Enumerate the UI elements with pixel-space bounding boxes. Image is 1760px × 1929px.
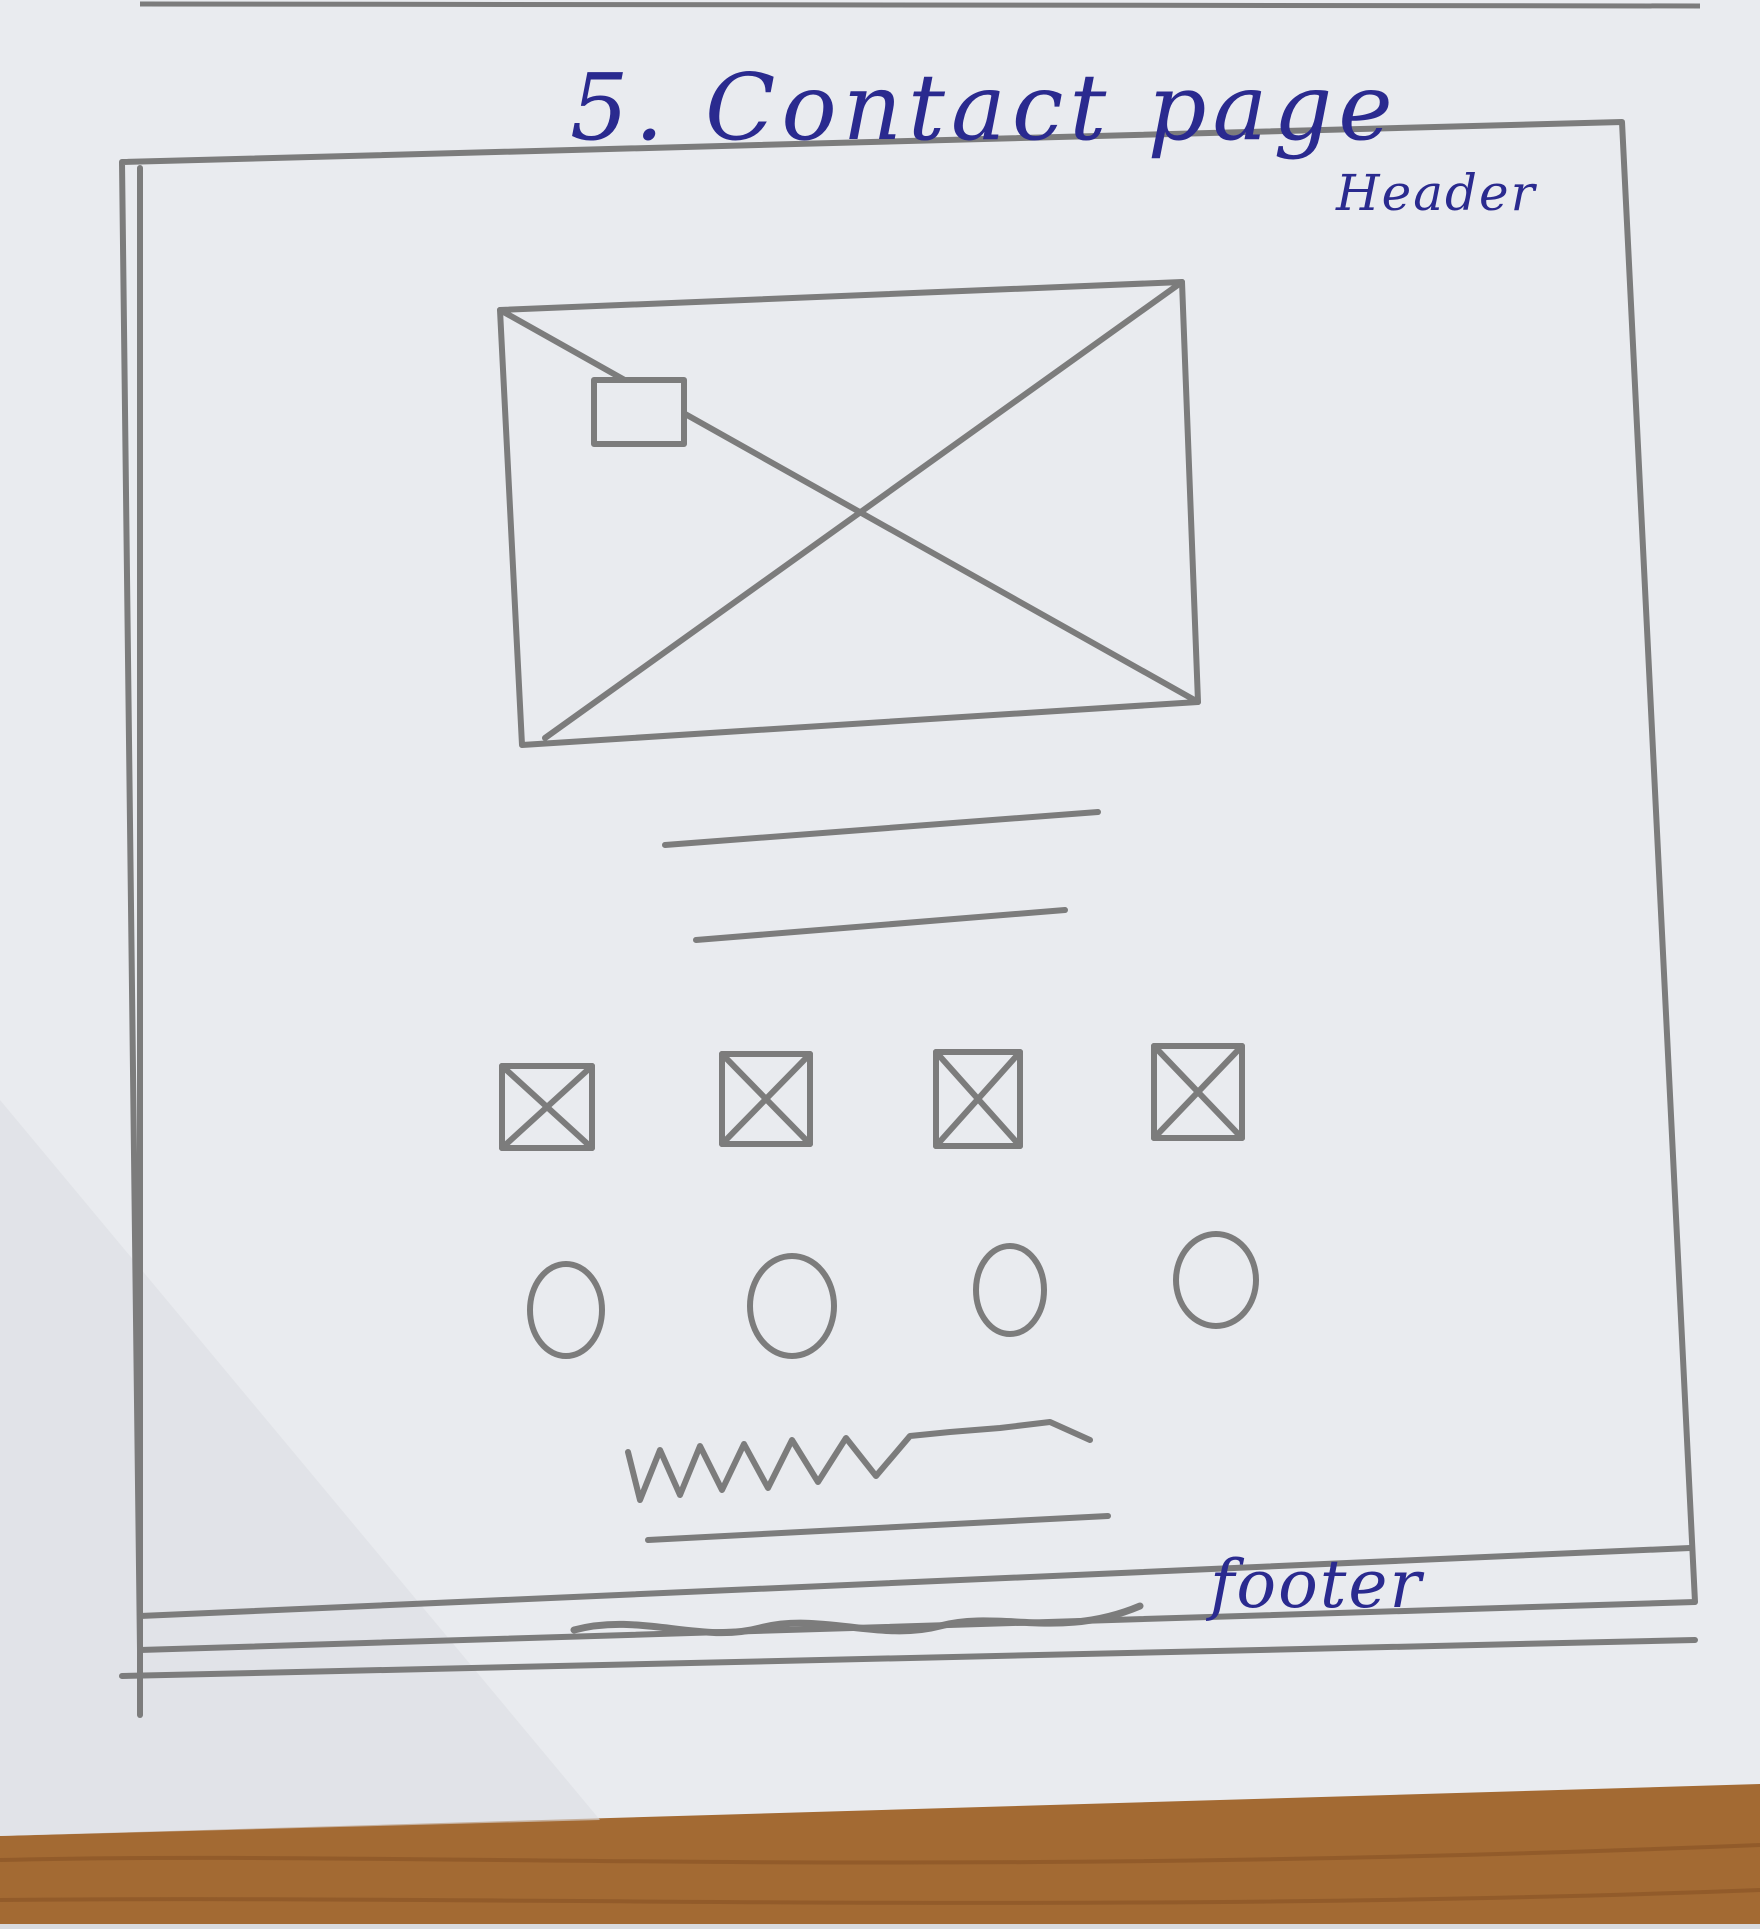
icon-box-3 (933, 1049, 1023, 1149)
icon-box-row (499, 1043, 1245, 1151)
hero-image-placeholder (497, 279, 1201, 748)
footer-scribble (570, 1602, 1144, 1637)
icon-circle-row (527, 1231, 1259, 1359)
footer-divider (137, 1545, 1693, 1619)
desk-grain (0, 1843, 1760, 1905)
page-top-rule (139, 1, 1701, 9)
icon-box-1 (499, 1063, 595, 1151)
icon-box-2 (719, 1051, 813, 1147)
scribble-text (625, 1419, 1093, 1503)
bottom-text (625, 1419, 1111, 1543)
paper-sheet (0, 0, 1760, 1836)
icon-circle-4 (1173, 1231, 1259, 1329)
icon-box-4 (1151, 1043, 1245, 1141)
page-frame (119, 119, 1698, 1718)
icon-circle-3 (973, 1243, 1047, 1337)
footer-annotation: footer (1210, 1546, 1424, 1623)
sketch-title: 5. Contact page (570, 54, 1399, 161)
icon-circle-2 (747, 1253, 837, 1359)
header-annotation: Header (1336, 164, 1537, 222)
text-line-1 (662, 809, 1101, 848)
underline (645, 1513, 1111, 1543)
text-lines (662, 809, 1101, 943)
icon-circle-1 (527, 1261, 605, 1359)
text-line-2 (693, 907, 1068, 943)
